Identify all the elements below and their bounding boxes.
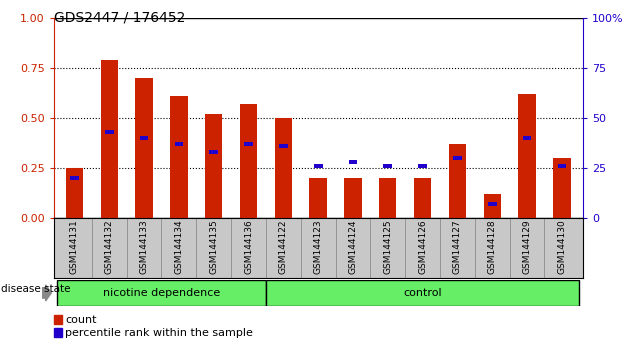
Bar xyxy=(553,158,571,218)
Bar xyxy=(57,280,266,306)
Bar xyxy=(348,160,357,164)
Text: GSM144126: GSM144126 xyxy=(418,219,427,274)
Bar xyxy=(170,96,188,218)
Bar xyxy=(414,178,432,218)
Bar xyxy=(488,201,496,206)
Text: GDS2447 / 176452: GDS2447 / 176452 xyxy=(54,11,185,25)
Bar xyxy=(70,176,79,180)
Bar xyxy=(314,164,323,168)
Bar xyxy=(558,164,566,168)
Text: count: count xyxy=(65,315,96,325)
Text: GSM144134: GSM144134 xyxy=(175,219,183,274)
Text: disease state: disease state xyxy=(1,284,71,295)
Bar xyxy=(384,164,392,168)
Bar xyxy=(518,94,536,218)
Bar xyxy=(135,78,153,218)
Text: GSM144128: GSM144128 xyxy=(488,219,496,274)
Bar xyxy=(101,60,118,218)
Text: GSM144133: GSM144133 xyxy=(140,219,149,274)
Text: GSM144129: GSM144129 xyxy=(522,219,532,274)
Text: GSM144135: GSM144135 xyxy=(209,219,218,274)
Text: GSM144130: GSM144130 xyxy=(558,219,566,274)
Text: GSM144131: GSM144131 xyxy=(70,219,79,274)
Bar xyxy=(209,149,218,154)
Text: GSM144122: GSM144122 xyxy=(279,219,288,274)
Bar xyxy=(449,144,466,218)
Bar xyxy=(275,118,292,218)
Bar xyxy=(266,280,579,306)
Text: control: control xyxy=(403,288,442,298)
Text: nicotine dependence: nicotine dependence xyxy=(103,288,220,298)
Text: GSM144125: GSM144125 xyxy=(383,219,392,274)
Bar xyxy=(344,178,362,218)
Bar xyxy=(66,168,83,218)
Bar xyxy=(484,194,501,218)
Bar xyxy=(205,114,222,218)
Text: GSM144136: GSM144136 xyxy=(244,219,253,274)
Bar xyxy=(175,142,183,146)
FancyArrow shape xyxy=(42,285,51,301)
Text: GSM144123: GSM144123 xyxy=(314,219,323,274)
Text: GSM144124: GSM144124 xyxy=(348,219,357,274)
Bar xyxy=(418,164,427,168)
Bar xyxy=(105,130,113,134)
Text: percentile rank within the sample: percentile rank within the sample xyxy=(65,328,253,338)
Bar xyxy=(279,143,288,148)
Bar xyxy=(140,136,149,140)
Bar xyxy=(523,136,531,140)
Text: GSM144132: GSM144132 xyxy=(105,219,114,274)
Bar xyxy=(453,155,462,160)
Bar xyxy=(240,104,257,218)
Bar xyxy=(309,178,327,218)
Bar xyxy=(244,142,253,146)
Text: GSM144127: GSM144127 xyxy=(453,219,462,274)
Bar xyxy=(379,178,396,218)
